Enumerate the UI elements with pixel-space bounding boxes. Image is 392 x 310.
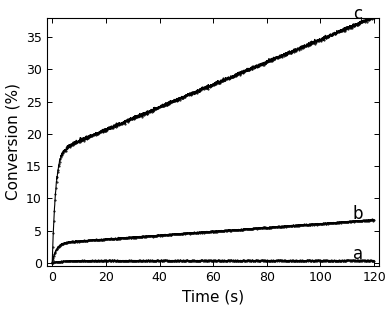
Text: a: a (353, 246, 363, 264)
Y-axis label: Conversion (%): Conversion (%) (5, 83, 20, 200)
Text: b: b (353, 206, 363, 224)
Text: c: c (353, 6, 362, 24)
X-axis label: Time (s): Time (s) (182, 290, 244, 304)
